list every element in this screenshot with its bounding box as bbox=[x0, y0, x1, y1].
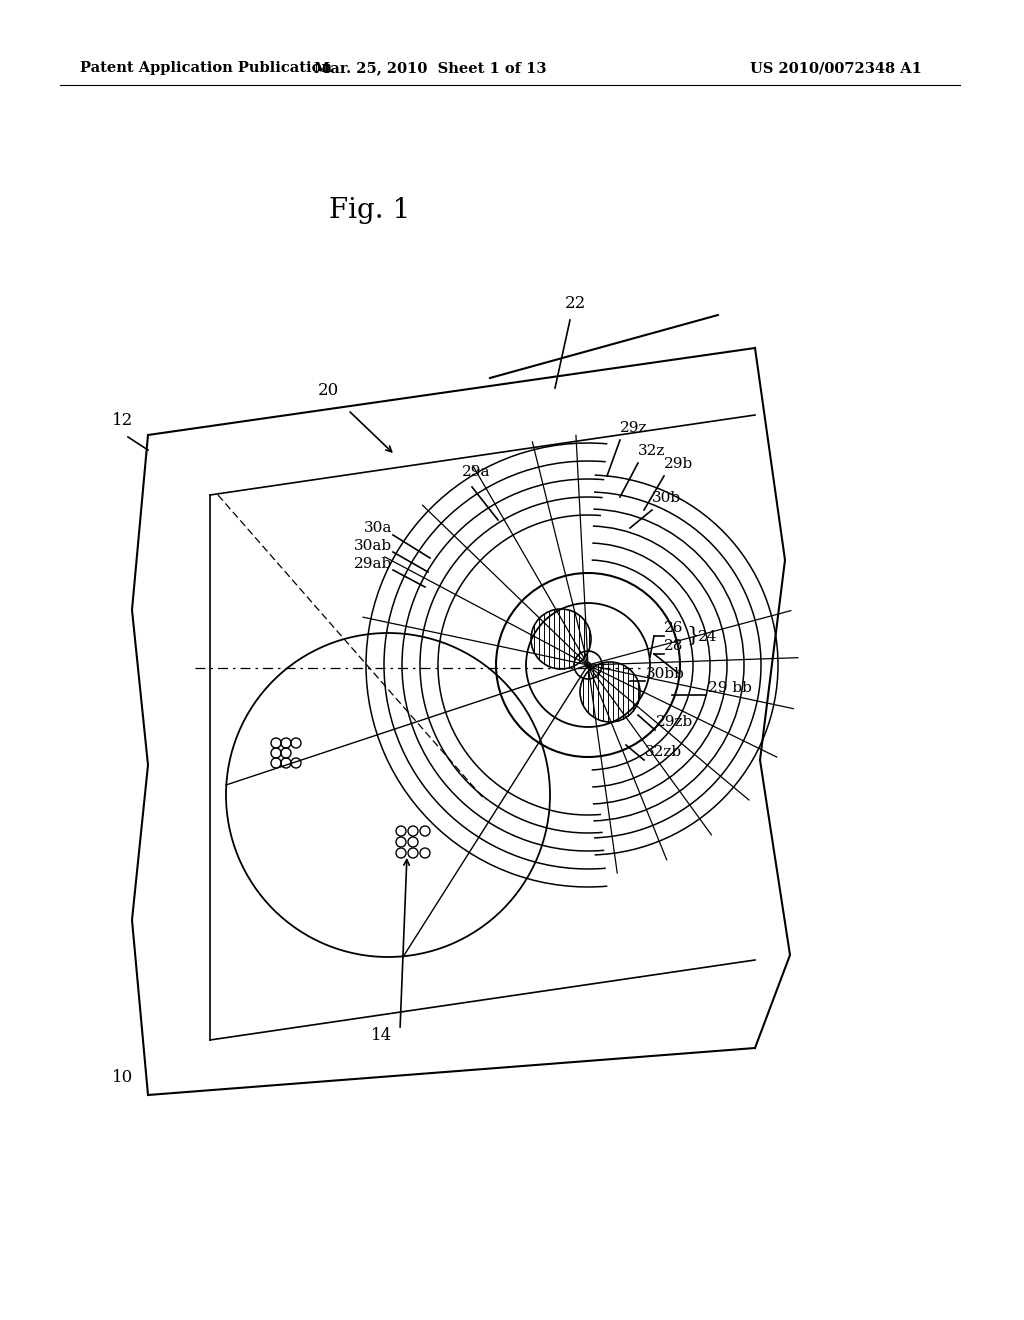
Text: 29z: 29z bbox=[620, 421, 647, 436]
Text: 10: 10 bbox=[112, 1069, 133, 1086]
Text: Patent Application Publication: Patent Application Publication bbox=[80, 61, 332, 75]
Text: 20: 20 bbox=[318, 381, 339, 399]
Text: 14: 14 bbox=[372, 1027, 392, 1044]
Text: 29 bb: 29 bb bbox=[708, 681, 752, 696]
Text: 28: 28 bbox=[664, 639, 683, 653]
Text: 29ab: 29ab bbox=[353, 557, 392, 572]
Text: 12: 12 bbox=[112, 412, 133, 429]
Text: 26: 26 bbox=[664, 620, 683, 635]
Text: 30b: 30b bbox=[652, 491, 681, 506]
Text: 32z: 32z bbox=[638, 444, 666, 458]
Text: 30ab: 30ab bbox=[354, 539, 392, 553]
Text: Mar. 25, 2010  Sheet 1 of 13: Mar. 25, 2010 Sheet 1 of 13 bbox=[313, 61, 546, 75]
Text: US 2010/0072348 A1: US 2010/0072348 A1 bbox=[750, 61, 922, 75]
Text: Fig. 1: Fig. 1 bbox=[330, 197, 411, 223]
Text: 24: 24 bbox=[698, 630, 718, 644]
Text: 29zb: 29zb bbox=[656, 715, 693, 729]
Text: 22: 22 bbox=[565, 294, 587, 312]
Text: 30bb: 30bb bbox=[646, 667, 685, 681]
Text: 32zb: 32zb bbox=[645, 744, 682, 759]
Text: 29a: 29a bbox=[462, 465, 490, 479]
Text: 29b: 29b bbox=[664, 457, 693, 471]
Text: }: } bbox=[686, 626, 699, 645]
Text: 30a: 30a bbox=[364, 521, 392, 535]
